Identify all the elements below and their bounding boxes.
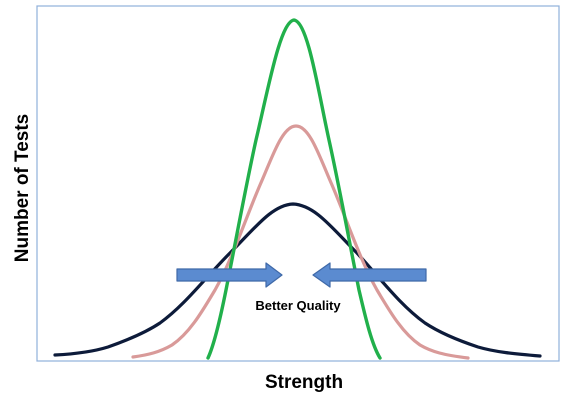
y-axis-title: Number of Tests [12,114,33,263]
right-arrow-pointing-left [312,262,427,288]
left-arrow-pointing-right [176,262,283,288]
better-quality-label: Better Quality [255,298,341,313]
curve-wide [53,202,542,358]
plot-frame [36,5,560,362]
x-axis-title: Strength [265,372,343,393]
curve-medium [131,124,470,360]
